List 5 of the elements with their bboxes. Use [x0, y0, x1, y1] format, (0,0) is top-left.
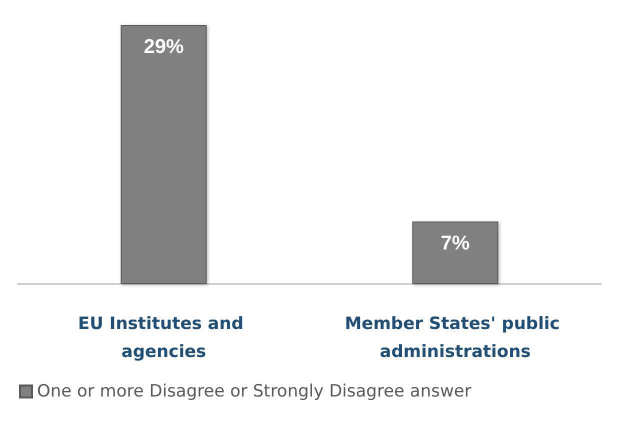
legend-label: One or more Disagree or Strongly Disagree answer: [37, 382, 472, 402]
data-label: 29%: [144, 36, 184, 58]
x-tick-label: EU Institutes and agencies: [78, 314, 250, 362]
x-tick-label: Member States' public administrations: [344, 314, 566, 362]
data-label: 7%: [440, 232, 470, 254]
